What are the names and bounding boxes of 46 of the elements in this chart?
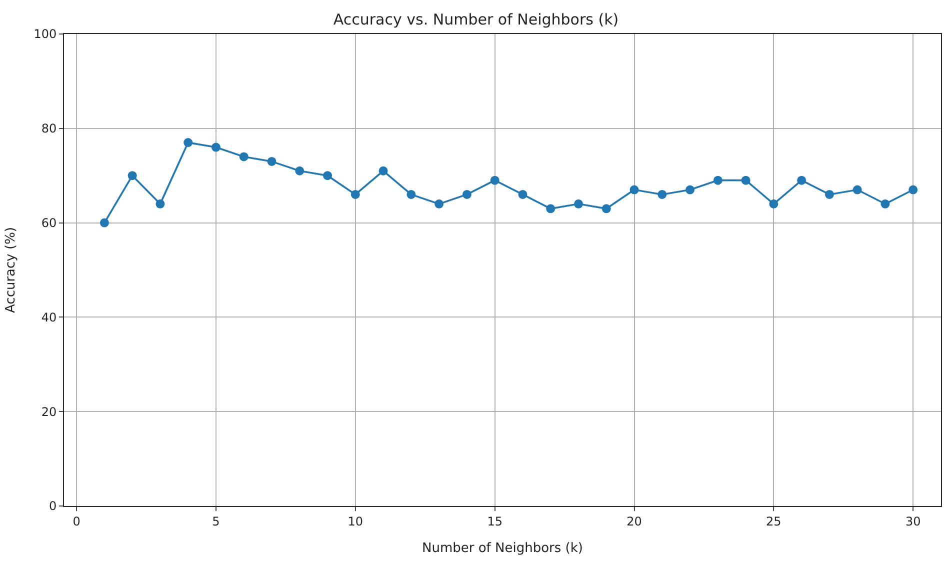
- point: [434, 199, 444, 208]
- x-tick-label: 5: [212, 514, 220, 528]
- point: [658, 190, 667, 199]
- x-axis-title: Number of Neighbors (k): [422, 541, 583, 556]
- point: [184, 138, 193, 148]
- y-tick-label: 100: [34, 27, 57, 42]
- point: [490, 176, 500, 185]
- point: [824, 190, 834, 199]
- x-tick-label: 15: [487, 514, 502, 528]
- x-tick-label: 20: [626, 514, 642, 528]
- point: [406, 190, 416, 199]
- point: [156, 199, 165, 208]
- point: [462, 190, 472, 199]
- point: [378, 166, 388, 176]
- point: [880, 199, 890, 208]
- point: [267, 156, 276, 166]
- point: [741, 176, 750, 185]
- x-tick-label: 25: [766, 514, 782, 528]
- point: [797, 176, 806, 185]
- x-tick-label: 10: [348, 514, 364, 528]
- point: [769, 199, 778, 208]
- point: [546, 204, 556, 214]
- point: [686, 185, 695, 194]
- point: [630, 185, 639, 194]
- y-tick-label: 80: [41, 122, 57, 136]
- point: [602, 204, 611, 214]
- chart-title: Accuracy vs. Number of Neighbors (k): [333, 10, 619, 29]
- y-tick-label: 40: [41, 310, 57, 324]
- point: [100, 218, 109, 228]
- point: [323, 171, 332, 180]
- x-tick-label: 0: [72, 514, 80, 528]
- y-axis-title: Accuracy (%): [4, 227, 19, 313]
- point: [518, 190, 528, 199]
- point: [908, 185, 918, 194]
- y-tick-label: 60: [41, 216, 57, 230]
- y-tick-label: 0: [48, 499, 57, 514]
- point: [128, 171, 137, 180]
- point: [295, 166, 304, 176]
- point: [713, 176, 722, 185]
- point: [211, 142, 220, 152]
- point: [852, 185, 862, 194]
- point: [574, 199, 583, 208]
- point: [350, 190, 360, 199]
- y-tick-label: 20: [41, 404, 57, 419]
- x-tick-label: 30: [905, 514, 921, 528]
- point: [239, 152, 248, 162]
